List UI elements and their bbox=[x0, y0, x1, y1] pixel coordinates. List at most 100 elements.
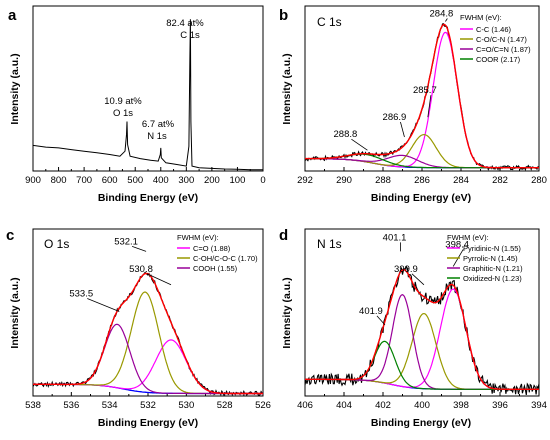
panel-b: b C 1s Binding Energy (eV) Intensity (a.… bbox=[279, 5, 547, 204]
panel-a-letter: a bbox=[8, 7, 17, 24]
panel-d-tick-label-4: 398 bbox=[453, 400, 469, 411]
panel-d-title: N 1s bbox=[317, 237, 342, 251]
panel-d-plot-area: 401.1 398.4 399.9 401.9 bbox=[304, 232, 540, 395]
panel-d-ylabel: Intensity (a.u.) bbox=[281, 277, 293, 348]
panel-d-tick-label-2: 402 bbox=[375, 400, 391, 411]
panel-c-tick-label-6: 526 bbox=[255, 400, 271, 411]
panel-d-legend-title: FWHM (eV): bbox=[447, 233, 489, 242]
panel-c-tick-label-5: 528 bbox=[217, 400, 233, 411]
panel-c-component-1 bbox=[33, 291, 263, 395]
panel-a-annotation-n1s-line1: 6.7 at% bbox=[142, 119, 175, 130]
panel-c-peak-label-2: 533.5 bbox=[69, 289, 93, 300]
panel-d-envelope-line bbox=[305, 268, 539, 390]
panel-a-tick-label-5: 400 bbox=[153, 175, 169, 186]
panel-b-tick-label-6: 280 bbox=[531, 175, 547, 186]
panel-a-tick-label-2: 700 bbox=[76, 175, 92, 186]
panel-d-legend-label-1: Pyrrolic-N (1.45) bbox=[463, 254, 518, 263]
panel-d-tick-label-5: 396 bbox=[492, 400, 508, 411]
panel-c-peak-label-1: 530.8 bbox=[129, 264, 153, 275]
panel-b-letter: b bbox=[279, 7, 288, 24]
panel-d-tick-label-3: 400 bbox=[414, 400, 430, 411]
panel-b-ylabel: Intensity (a.u.) bbox=[281, 53, 293, 124]
panel-c-raw-data-line bbox=[32, 271, 264, 397]
panel-d-component-3 bbox=[305, 340, 539, 390]
panel-c-tick-label-2: 534 bbox=[102, 400, 118, 411]
panel-c-peak-leader-2 bbox=[87, 298, 120, 312]
panel-b-peak-leader-0 bbox=[445, 18, 448, 22]
panel-a-annotation-c1s-line2: C 1s bbox=[180, 30, 200, 41]
panel-a-xlabel: Binding Energy (eV) bbox=[98, 192, 198, 204]
panel-b-legend-title: FWHM (eV): bbox=[460, 13, 502, 22]
panel-d-tick-label-0: 406 bbox=[297, 400, 313, 411]
panel-c-x-ticks: 538 536 534 532 530 528 526 bbox=[25, 392, 271, 411]
panel-d-letter: d bbox=[279, 227, 288, 244]
panel-b-xlabel: Binding Energy (eV) bbox=[371, 192, 471, 204]
panel-d-raw-data-line bbox=[304, 265, 540, 395]
panel-c-letter: c bbox=[6, 227, 14, 244]
panel-a-tick-label-9: 0 bbox=[260, 175, 265, 186]
panel-a-ylabel: Intensity (a.u.) bbox=[9, 53, 21, 124]
panel-b-legend-label-0: C-C (1.46) bbox=[476, 25, 512, 34]
panel-b-peak-leader-1 bbox=[427, 95, 432, 118]
panel-c-component-0 bbox=[33, 339, 263, 395]
panel-c-ylabel: Intensity (a.u.) bbox=[9, 277, 21, 348]
panel-a-tick-label-1: 800 bbox=[51, 175, 67, 186]
panel-b-tick-label-5: 282 bbox=[492, 175, 508, 186]
panel-c-legend: FWHM (eV): C=O (1.88) C-OH/C-O-C (1.70) … bbox=[177, 233, 258, 273]
panel-b-peak-label-1: 285.7 bbox=[413, 85, 437, 96]
panel-d-peak-label-2: 399.9 bbox=[394, 264, 418, 275]
panel-c-title: O 1s bbox=[44, 237, 69, 251]
panel-d: d N 1s Binding Energy (eV) Intensity (a.… bbox=[279, 227, 547, 429]
panel-c-tick-label-0: 538 bbox=[25, 400, 41, 411]
panel-b-envelope-line bbox=[305, 23, 539, 169]
panel-a-annotation-n1s-line2: N 1s bbox=[147, 131, 167, 142]
panel-d-peak-label-0: 401.1 bbox=[383, 232, 407, 243]
panel-a-annotation-c1s: 82.4 at% C 1s bbox=[166, 18, 204, 41]
panel-a: a Binding Energy (eV) Intensity (a.u.) 9… bbox=[8, 5, 266, 204]
panel-d-xlabel: Binding Energy (eV) bbox=[371, 417, 471, 429]
panel-c-tick-label-4: 530 bbox=[178, 400, 194, 411]
panel-c-peak-leader-1 bbox=[146, 273, 172, 286]
panel-a-tick-label-7: 200 bbox=[204, 175, 220, 186]
panel-a-survey-line-0 bbox=[32, 19, 263, 171]
panel-b-tick-label-3: 286 bbox=[414, 175, 430, 186]
panel-a-annotation-o1s-line2: O 1s bbox=[113, 108, 133, 119]
panel-d-peak-label-1: 398.4 bbox=[445, 239, 469, 250]
panel-b-peak-leader-2 bbox=[400, 121, 405, 138]
panel-d-x-ticks: 406 404 402 400 398 396 394 bbox=[297, 392, 547, 411]
panel-d-peak-label-3: 401.9 bbox=[359, 306, 383, 317]
panel-c-tick-label-1: 536 bbox=[63, 400, 79, 411]
panel-b-peak-label-2: 286.9 bbox=[383, 112, 407, 123]
panel-b-legend-label-2: C=O/C=N (1.87) bbox=[476, 45, 531, 54]
panel-c-peak-leader-0 bbox=[131, 246, 147, 252]
panel-a-tick-label-0: 900 bbox=[25, 175, 41, 186]
panel-c-legend-title: FWHM (eV): bbox=[177, 233, 219, 242]
panel-a-tick-label-3: 600 bbox=[102, 175, 118, 186]
panel-d-legend-label-2: Graphitic-N (1.21) bbox=[463, 264, 523, 273]
panel-a-annotation-o1s-line1: 10.9 at% bbox=[104, 96, 142, 107]
panel-a-tick-label-6: 300 bbox=[178, 175, 194, 186]
panel-c-legend-label-2: COOH (1.55) bbox=[193, 264, 238, 273]
panel-c-peak-label-0: 532.1 bbox=[114, 236, 138, 247]
panel-a-tick-label-8: 100 bbox=[230, 175, 246, 186]
panel-d-component-1 bbox=[305, 312, 539, 390]
panel-c-xlabel: Binding Energy (eV) bbox=[98, 417, 198, 429]
panel-d-tick-label-6: 394 bbox=[531, 400, 547, 411]
panel-c-legend-label-0: C=O (1.88) bbox=[193, 244, 231, 253]
panel-b-tick-label-0: 292 bbox=[297, 175, 313, 186]
panel-a-frame bbox=[32, 5, 264, 172]
panel-d-component-2 bbox=[305, 294, 539, 390]
panel-d-legend: FWHM (eV): Pyridinic-N (1.55) Pyrrolic-N… bbox=[447, 233, 523, 283]
panel-b-legend: FWHM (eV): C-C (1.46) C-O/C-N (1.47) C=O… bbox=[460, 13, 531, 64]
panel-a-x-ticks: 900 800 700 600 500 400 300 200 100 0 bbox=[25, 167, 266, 186]
panel-c-plot-area: 532.1 530.8 533.5 bbox=[32, 236, 264, 397]
panel-c: c O 1s Binding Energy (eV) Intensity (a.… bbox=[6, 227, 271, 429]
panel-b-peak-label-3: 288.8 bbox=[334, 129, 358, 140]
panel-b-tick-label-2: 288 bbox=[375, 175, 391, 186]
panel-a-tick-label-4: 500 bbox=[127, 175, 143, 186]
panel-d-legend-label-0: Pyridinic-N (1.55) bbox=[463, 244, 521, 253]
panel-b-legend-label-1: C-O/C-N (1.47) bbox=[476, 35, 527, 44]
panel-b-plot-area: 284.8 285.7 286.9 288.8 bbox=[304, 9, 540, 171]
panel-d-tick-label-1: 404 bbox=[336, 400, 352, 411]
